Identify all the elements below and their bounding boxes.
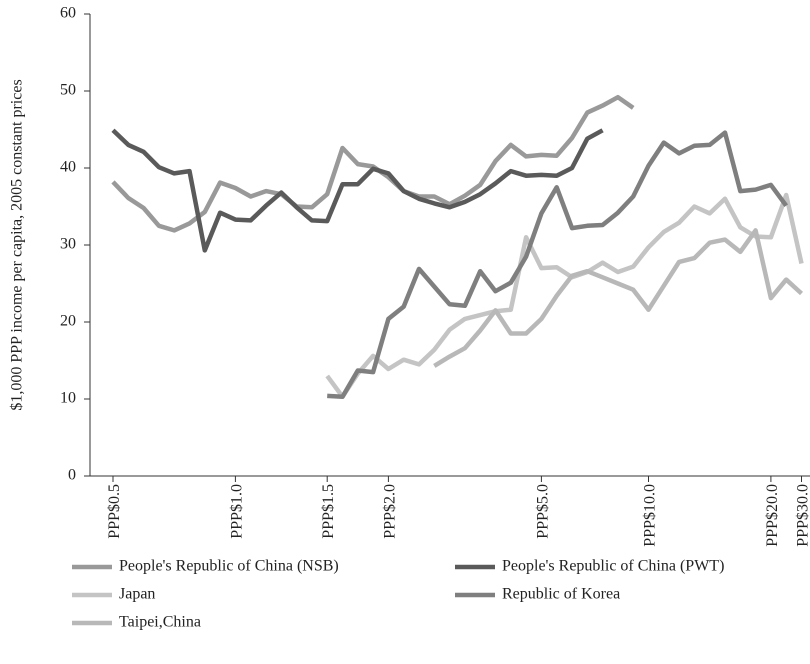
y-axis-title: $1,000 PPP income per capita, 2005 const… bbox=[9, 79, 26, 410]
x-tick-label: PPP$30.0 bbox=[795, 484, 810, 547]
x-tick-label: PPP$5.0 bbox=[534, 484, 551, 539]
legend-label: Taipei,China bbox=[119, 614, 201, 631]
x-tick-label: PPP$1.5 bbox=[320, 484, 337, 539]
legend-label: Japan bbox=[119, 586, 155, 603]
y-tick-label: 60 bbox=[60, 5, 76, 22]
y-tick-label: 0 bbox=[68, 467, 76, 484]
y-tick-label: 40 bbox=[60, 159, 76, 176]
series-line bbox=[327, 130, 789, 399]
x-tick-label: PPP$0.5 bbox=[106, 484, 123, 539]
x-tick-label: PPP$10.0 bbox=[642, 484, 659, 547]
series-line bbox=[433, 228, 804, 368]
y-tick-label: 50 bbox=[60, 82, 76, 99]
series-line bbox=[111, 128, 604, 253]
series-line bbox=[325, 192, 804, 399]
series-line bbox=[111, 94, 635, 233]
x-tick-label: PPP$2.0 bbox=[381, 484, 398, 539]
x-tick-label: PPP$20.0 bbox=[764, 484, 781, 547]
legend-label: Republic of Korea bbox=[502, 586, 620, 603]
y-tick-label: 20 bbox=[60, 313, 76, 330]
y-tick-label: 30 bbox=[60, 236, 76, 253]
legend-label: People's Republic of China (NSB) bbox=[119, 558, 339, 575]
legend-label: People's Republic of China (PWT) bbox=[502, 558, 724, 575]
x-tick-label: PPP$1.0 bbox=[228, 484, 245, 539]
y-tick-label: 10 bbox=[60, 390, 76, 407]
